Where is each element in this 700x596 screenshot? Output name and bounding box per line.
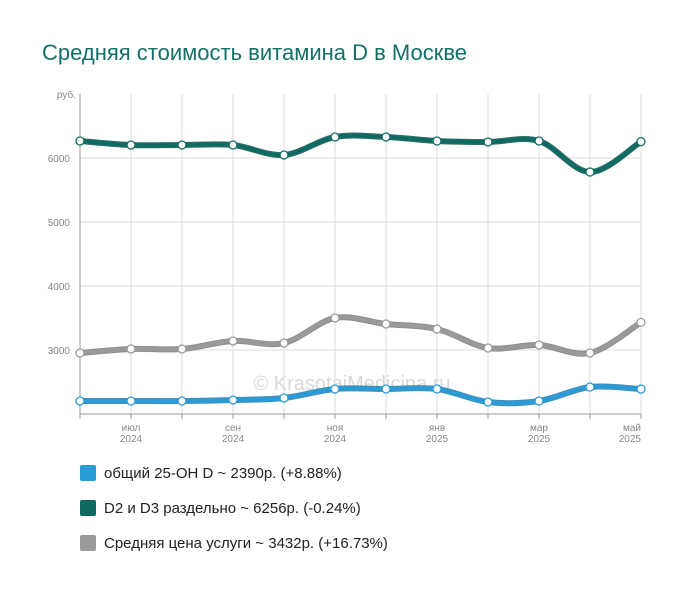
data-point [381,319,391,329]
x-tick-label: 2025 [619,434,642,445]
data-point [177,344,187,354]
y-tick-label: 3000 [48,346,71,357]
data-point [177,140,187,150]
x-tick-label: 2024 [120,434,143,445]
chart-title: Средняя стоимость витамина D в Москве [42,40,467,65]
data-point [483,137,493,147]
series-line [79,315,643,356]
x-tick-label: 2025 [528,434,551,445]
legend-swatch [80,500,96,516]
data-point [636,136,646,147]
data-point [483,397,493,407]
legend-swatch [80,465,96,481]
legend-label: общий 25-OH D ~ 2390р. (+8.88%) [104,465,342,482]
data-point [330,313,340,323]
x-tick-label: мар [530,423,548,434]
data-point [279,150,289,160]
data-point [585,348,595,358]
data-point [75,136,85,146]
data-point [381,384,391,394]
data-point [279,338,289,348]
x-tick-label: янв [429,423,445,434]
data-point [228,395,238,405]
series-line [79,133,643,175]
data-point [636,317,646,328]
data-point [126,344,136,354]
legend-label: D2 и D3 раздельно ~ 6256р. (-0.24%) [104,500,361,517]
data-point [534,136,544,146]
y-tick-label: 5000 [48,218,71,229]
y-unit: руб. [57,89,76,101]
y-tick-label: 4000 [48,282,71,293]
data-point [585,382,595,392]
data-point [636,384,646,394]
x-tick-label: сен [225,423,241,434]
data-point [75,396,85,406]
data-point [381,132,391,142]
x-tick-label: июл [122,423,141,434]
data-point [228,336,238,346]
data-point [534,396,544,406]
x-tick-label: ноя [327,423,344,434]
data-point [177,396,187,406]
data-point [432,136,442,146]
x-tick-label: 2024 [324,434,347,445]
data-point [75,348,85,358]
data-point [432,384,442,394]
data-point [534,340,544,350]
data-point [279,393,289,403]
x-tick-label: 2025 [426,434,449,445]
y-tick-label: 6000 [48,154,71,165]
data-point [330,132,340,142]
data-point [126,140,136,150]
legend-label: Средняя цена услуги ~ 3432р. (+16.73%) [104,535,388,552]
data-point [330,384,340,394]
data-point [228,140,238,150]
watermark: © KrasotaiMedicina.ru [253,373,450,395]
data-point [585,167,595,177]
x-tick-label: 2024 [222,434,245,445]
data-point [432,324,442,334]
data-point [483,343,493,353]
legend-swatch [80,535,96,551]
x-tick-label: май [623,423,641,434]
data-point [126,396,136,406]
